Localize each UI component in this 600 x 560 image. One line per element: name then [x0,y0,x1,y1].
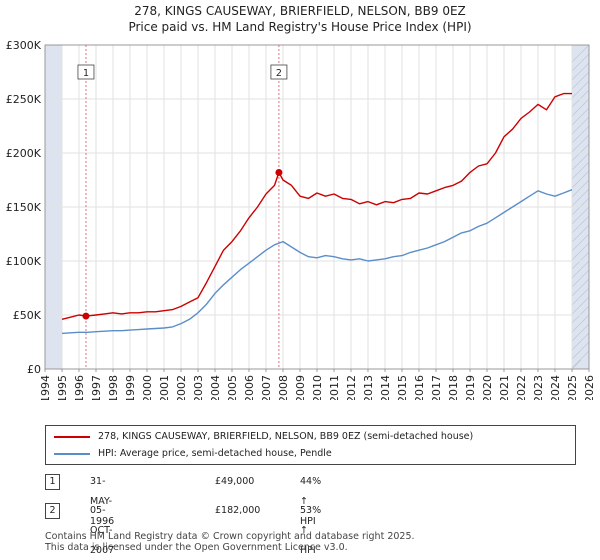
x-tick-label: 1999 [124,375,137,400]
sale-point [275,168,283,176]
hatch-line [571,44,590,63]
x-tick-label: 2011 [328,375,341,400]
x-tick-label: 2024 [549,375,562,400]
sale-marker-label: 1 [83,68,89,79]
sale-marker-box [270,64,288,80]
hatch-line [571,188,590,207]
property-line-swatch [54,436,90,438]
hatch-line [571,134,590,153]
hatch-line [571,260,590,279]
hatch-line [571,278,590,297]
y-tick-label: £150K [6,201,42,214]
sale-date: 05-OCT-2007 [90,505,115,556]
x-tick-label: 2005 [226,375,239,400]
x-tick-label: 2009 [294,375,307,400]
footer-licence: This data is licensed under the Open Gov… [45,542,348,553]
hatch-line [571,332,590,351]
sale-hpi-change: 53% ↑ HPI [300,505,322,556]
hatch-line [571,62,590,81]
y-tick-label: £300K [6,39,42,52]
hatch-line [571,341,590,360]
x-tick-label: 1997 [90,375,103,400]
hatch-line [571,170,590,189]
hatch-line [571,206,590,225]
sale-number-badge: 2 [45,503,60,519]
hatch-line [571,296,590,315]
x-tick-label: 1996 [73,375,86,400]
hatch-line [571,323,590,342]
x-tick-label: 2023 [532,375,545,400]
hatch-line [571,71,590,90]
y-tick-label: £250K [6,93,42,106]
sale-marker-box [77,64,95,80]
sale-price: £182,000 [215,505,261,516]
hatch-line [571,269,590,288]
chart-legend: 278, KINGS CAUSEWAY, BRIERFIELD, NELSON,… [45,425,576,465]
sale-marker-label: 2 [276,68,282,79]
x-tick-label: 1995 [56,375,69,400]
hatch-line [571,80,590,99]
chart-subtitle: Price paid vs. HM Land Registry's House … [128,20,472,34]
x-tick-label: 2003 [192,375,205,400]
x-tick-label: 2012 [345,375,358,400]
hpi-line-swatch [54,453,90,455]
y-tick-label: £50K [13,309,42,322]
x-tick-label: 2015 [396,375,409,400]
y-tick-label: £100K [6,255,42,268]
hatch-line [571,107,590,126]
hatch-line [571,242,590,261]
hatch-line [571,125,590,144]
hatch-line [571,116,590,135]
y-tick-label: £0 [27,363,41,376]
x-tick-label: 2007 [260,375,273,400]
hatch-line [571,53,590,72]
price-chart: £0 £50K £100K £150K £200K £250K £300K 1994 1995 1… [6,39,596,400]
x-tick-label: 2016 [413,375,426,400]
x-tick-label: 2000 [141,375,154,400]
x-tick-label: 2020 [481,375,494,400]
x-tick-label: 2025 [566,375,579,400]
legend-property-label: 278, KINGS CAUSEWAY, BRIERFIELD, NELSON,… [98,431,474,442]
hatch-line [571,287,590,306]
property-price-line [61,92,572,320]
hatch-line [571,224,590,243]
hatch-line [571,314,590,333]
hatch-line [571,179,590,198]
x-tick-label: 2006 [243,375,256,400]
hatch-line [571,215,590,234]
hpi-line [61,189,573,335]
sale-hpi-change: 44% ↑ HPI [300,476,322,527]
sale-date: 31-MAY-1996 [90,476,115,527]
x-tick-label: 1998 [107,375,120,400]
x-tick-label: 1994 [39,375,52,400]
hatch-line [571,152,590,171]
chart-title: 278, KINGS CAUSEWAY, BRIERFIELD, NELSON,… [134,4,466,18]
x-tick-label: 2013 [362,375,375,400]
footer-copyright: Contains HM Land Registry data © Crown c… [45,531,415,542]
hatch-line [571,98,590,117]
y-tick-label: £200K [6,147,42,160]
x-tick-label: 2018 [447,375,460,400]
hatch-line [571,350,590,369]
x-tick-label: 2010 [311,375,324,400]
x-tick-label: 2021 [498,375,511,400]
hatch-line [571,161,590,180]
hatch-line [571,233,590,252]
sale-point [82,312,90,320]
x-tick-label: 2019 [464,375,477,400]
x-tick-label: 2026 [583,375,596,400]
x-tick-label: 2017 [430,375,443,400]
x-tick-label: 2008 [277,375,290,400]
hatch-line [571,359,582,370]
x-tick-label: 2002 [175,375,188,400]
sale-price: £49,000 [215,476,255,487]
sale-number-badge: 1 [45,474,60,490]
x-tick-label: 2001 [158,375,171,400]
legend-hpi-label: HPI: Average price, semi-detached house,… [98,448,332,459]
x-tick-label: 2014 [379,375,392,400]
x-tick-label: 2022 [515,375,528,400]
x-tick-label: 2004 [209,375,222,400]
